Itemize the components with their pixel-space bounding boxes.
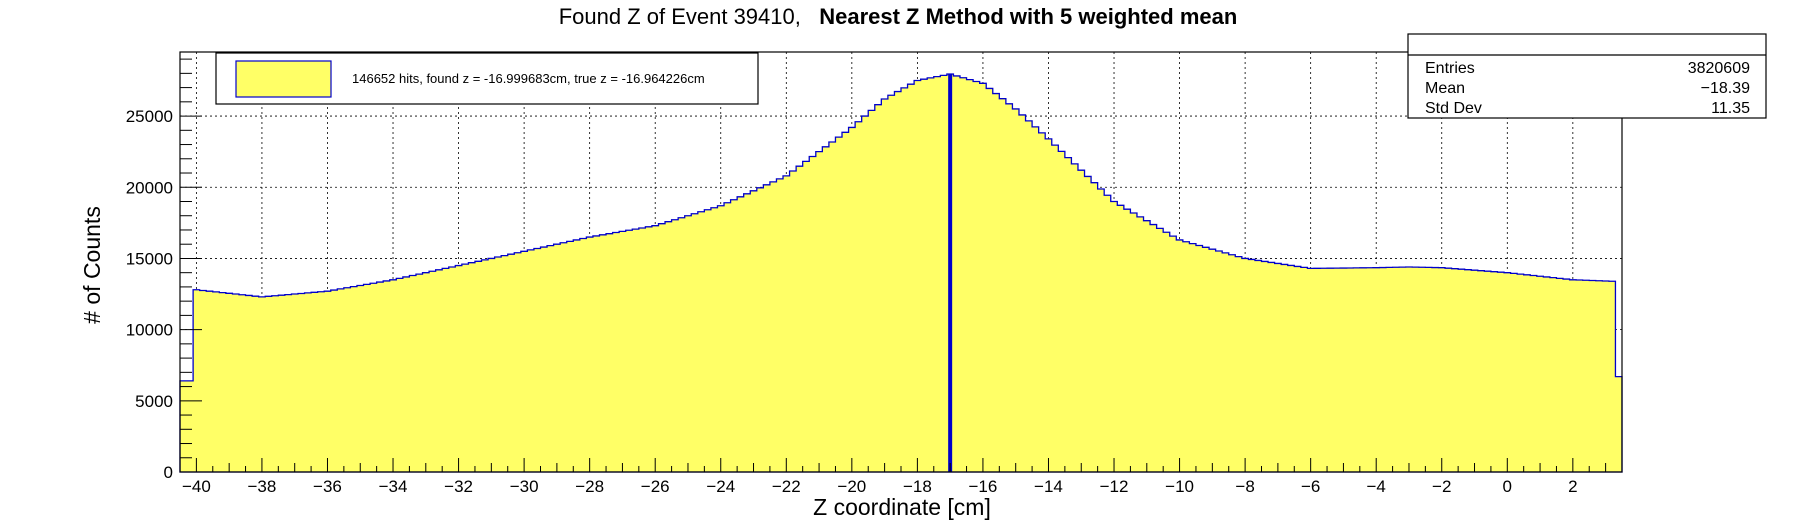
legend-swatch — [235, 60, 332, 98]
x-tick-label: −4 — [1367, 477, 1386, 496]
histogram-series — [179, 73, 1623, 473]
stats-box-frame — [1407, 33, 1767, 119]
x-tick-label: −12 — [1100, 477, 1129, 496]
x-tick-label: −24 — [706, 477, 735, 496]
y-tick-label: 15000 — [126, 249, 173, 268]
x-tick-label: 0 — [1503, 477, 1512, 496]
stats-entries-label: Entries — [1425, 60, 1475, 77]
x-tick-label: −36 — [313, 477, 342, 496]
x-tick-label: −8 — [1235, 477, 1254, 496]
x-tick-label: −20 — [837, 477, 866, 496]
stats-mean-value: −18.39 — [1701, 80, 1750, 97]
legend-label: 146652 hits, found z = -16.999683cm, tru… — [352, 71, 705, 86]
y-tick-label: 25000 — [126, 107, 173, 126]
x-tick-label: −38 — [248, 477, 277, 496]
x-axis-title: Z coordinate [cm] — [813, 494, 991, 520]
x-tick-label: −6 — [1301, 477, 1320, 496]
stats-entries-value: 3820609 — [1688, 60, 1750, 77]
y-tick-label: 20000 — [126, 178, 173, 197]
x-tick-label: −26 — [641, 477, 670, 496]
stats-stddev-label: Std Dev — [1425, 100, 1482, 117]
chart-title: Found Z of Event 39410, Nearest Z Method… — [0, 4, 1796, 30]
x-tick-label: −22 — [772, 477, 801, 496]
chart-title-part1: Found Z of Event 39410, — [558, 4, 801, 29]
legend: 146652 hits, found z = -16.999683cm, tru… — [215, 52, 759, 105]
x-tick-label: −10 — [1165, 477, 1194, 496]
x-tick-label: 2 — [1568, 477, 1577, 496]
y-tick-label: 10000 — [126, 321, 173, 340]
x-tick-label: −18 — [903, 477, 932, 496]
stats-box: Entries 3820609 Mean −18.39 Std Dev 11.3… — [1407, 33, 1767, 119]
axes: −40 −38 −36 −34 −32 −30 −28 −26 −24 −22 −20 −18 −16−… — [126, 51, 1623, 496]
stats-mean-label: Mean — [1425, 80, 1465, 97]
x-tick-label: −30 — [510, 477, 539, 496]
y-tick-label: 0 — [164, 463, 173, 482]
x-tick-label: −32 — [444, 477, 473, 496]
stats-stddev-value: 11.35 — [1711, 100, 1750, 117]
y-axis-title: # of Counts — [79, 206, 105, 324]
chart-title-part2: Nearest Z Method with 5 weighted mean — [819, 4, 1238, 29]
x-tick-label: −2 — [1432, 477, 1451, 496]
x-tick-label: −16 — [969, 477, 998, 496]
x-tick-label: −14 — [1034, 477, 1063, 496]
histogram-bars — [179, 73, 1623, 473]
x-tick-label: −28 — [575, 477, 604, 496]
y-tick-label: 5000 — [135, 392, 173, 411]
x-tick-label: −34 — [379, 477, 408, 496]
x-tick-label: −40 — [182, 477, 211, 496]
